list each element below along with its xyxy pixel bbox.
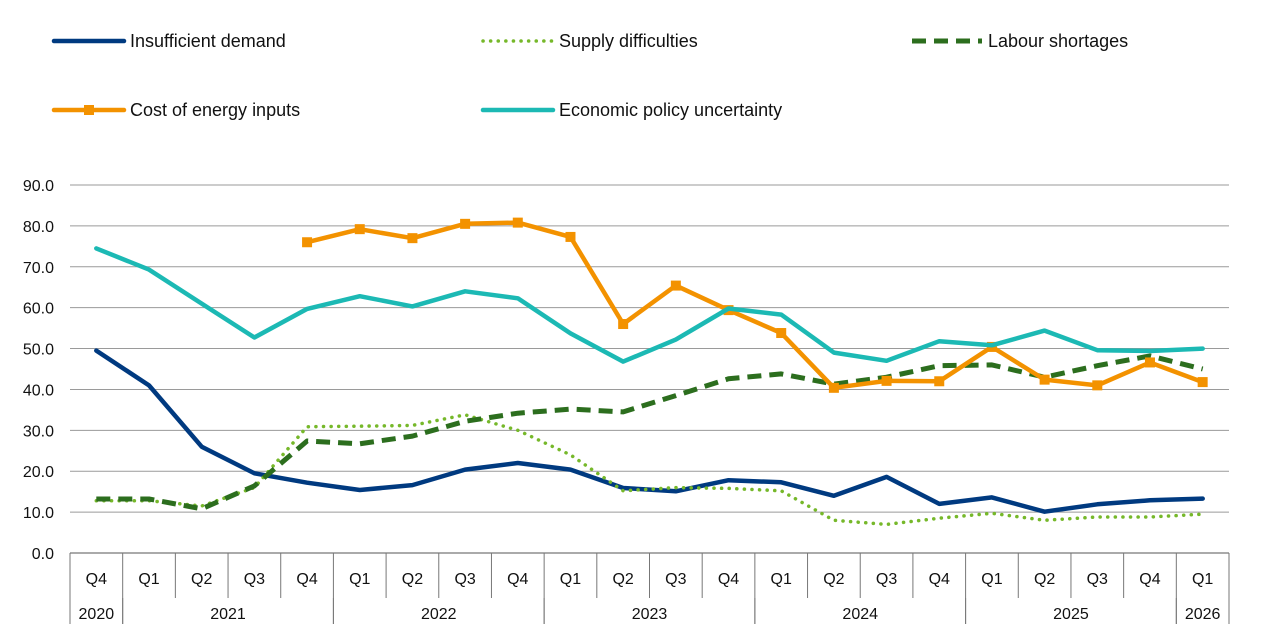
series-line-cost-of-energy-inputs [304,220,1205,391]
series-economic-policy-uncertainty [94,246,1205,364]
data-point-cost-of-energy-inputs [1197,377,1208,388]
x-tick-label-quarter: Q2 [612,571,633,588]
x-tick-label-year: 2026 [1185,606,1221,623]
y-tick-label: 90.0 [23,178,54,195]
legend-marker [84,105,94,115]
series-line-economic-policy-uncertainty [94,246,1205,364]
legend-item-economic-policy-uncertainty: Economic policy uncertainty [480,100,782,120]
data-point-cost-of-energy-inputs [1039,374,1050,385]
data-point-cost-of-energy-inputs [828,382,839,393]
x-tick-label-quarter: Q2 [823,571,844,588]
series-insufficient-demand [94,348,1205,514]
data-point-cost-of-energy-inputs [1092,380,1103,391]
chart-legend: Insufficient demand Supply difficulties La… [51,31,1128,120]
y-tick-label: 20.0 [23,464,54,481]
data-point-cost-of-energy-inputs [881,375,892,386]
x-tick-label-quarter: Q1 [981,571,1002,588]
legend-item-cost-of-energy-inputs: Cost of energy inputs [51,100,300,120]
data-point-cost-of-energy-inputs [934,376,945,387]
series-labour-shortages [96,353,1204,512]
x-tick-label-year: 2024 [842,606,878,623]
y-tick-label: 50.0 [23,342,54,359]
legend-label: Supply difficulties [559,31,698,51]
x-tick-label-quarter: Q1 [1192,571,1213,588]
x-tick-label-quarter: Q3 [1087,571,1108,588]
data-point-cost-of-energy-inputs [407,233,418,244]
y-tick-label: 60.0 [23,301,54,318]
series-line-labour-shortages [96,353,1204,512]
data-point-cost-of-energy-inputs [618,319,629,330]
data-point-cost-of-energy-inputs [1144,357,1155,368]
data-point-cost-of-energy-inputs [565,231,576,242]
chart-series [94,217,1208,527]
x-tick-label-year: 2021 [210,606,246,623]
legend-item-supply-difficulties: Supply difficulties [481,31,698,51]
x-tick-label-quarter: Q1 [771,571,792,588]
x-axis: Q4 Q1 Q2 Q3 Q4 Q1 Q2 Q3 Q4 Q1 Q2 Q3 Q4 Q1 Q2 Q3 Q4 Q1 Q2 Q3… [69,553,1230,624]
x-tick-label-year: 2025 [1053,606,1089,623]
x-tick-label-quarter: Q1 [349,571,370,588]
x-tick-label-quarter: Q2 [1034,571,1055,588]
x-tick-label-quarter: Q3 [454,571,475,588]
x-tick-label-quarter: Q4 [1139,571,1160,588]
x-tick-label-quarter: Q3 [876,571,897,588]
series-supply-difficulties [94,413,1205,527]
x-tick-label-quarter: Q3 [665,571,686,588]
y-tick-label: 0.0 [32,546,54,563]
data-point-cost-of-energy-inputs [354,224,365,235]
data-point-cost-of-energy-inputs [302,237,313,248]
x-tick-label-quarter: Q4 [296,571,317,588]
x-tick-label-quarter: Q4 [929,571,950,588]
x-tick-label-quarter: Q2 [402,571,423,588]
y-tick-label: 70.0 [23,260,54,277]
legend-item-labour-shortages: Labour shortages [912,31,1128,51]
x-tick-label-year: 2023 [632,606,668,623]
x-tick-label-quarter: Q1 [138,571,159,588]
series-line-supply-difficulties [94,413,1205,527]
data-point-cost-of-energy-inputs [460,218,471,229]
y-tick-label: 80.0 [23,219,54,236]
data-point-cost-of-energy-inputs [512,217,523,228]
y-gridlines [70,184,1229,554]
series-cost-of-energy-inputs [302,217,1208,393]
x-tick-label-year: 2020 [79,606,115,623]
y-tick-label: 30.0 [23,423,54,440]
x-tick-label-year: 2022 [421,606,457,623]
x-tick-label-quarter: Q4 [86,571,107,588]
legend-label: Cost of energy inputs [130,100,300,120]
y-axis-tick-labels: 0.0 10.0 20.0 30.0 40.0 50.0 60.0 70.0 80.0 90.0 [23,178,54,563]
x-tick-label-quarter: Q3 [244,571,265,588]
x-tick-label-quarter: Q2 [191,571,212,588]
y-tick-label: 10.0 [23,505,54,522]
data-point-cost-of-energy-inputs [776,328,787,339]
y-tick-label: 40.0 [23,382,54,399]
data-point-cost-of-energy-inputs [670,280,681,291]
legend-label: Insufficient demand [130,31,286,51]
legend-item-insufficient-demand: Insufficient demand [51,31,286,51]
legend-label: Labour shortages [988,31,1128,51]
x-tick-label-quarter: Q4 [718,571,739,588]
x-tick-label-quarter: Q4 [507,571,528,588]
x-tick-label-quarter: Q1 [560,571,581,588]
legend-label: Economic policy uncertainty [559,100,782,120]
series-line-insufficient-demand [94,348,1205,514]
